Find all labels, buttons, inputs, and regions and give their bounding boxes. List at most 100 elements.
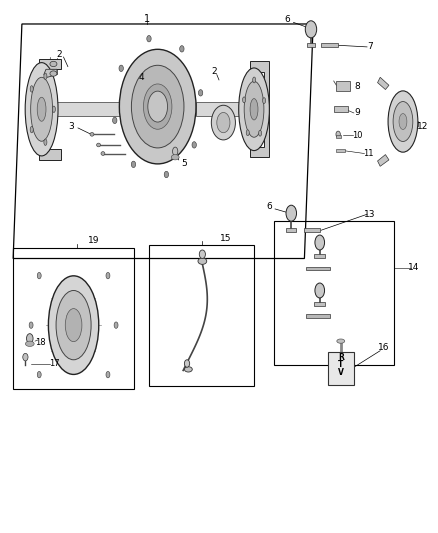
Polygon shape xyxy=(378,77,389,90)
Ellipse shape xyxy=(30,126,33,133)
Ellipse shape xyxy=(388,91,418,152)
Ellipse shape xyxy=(48,276,99,374)
Ellipse shape xyxy=(217,112,230,133)
Polygon shape xyxy=(44,69,57,77)
Ellipse shape xyxy=(44,139,47,146)
Ellipse shape xyxy=(243,97,246,103)
Ellipse shape xyxy=(53,106,56,112)
FancyBboxPatch shape xyxy=(57,102,129,116)
Ellipse shape xyxy=(184,367,192,372)
Text: 13: 13 xyxy=(364,210,376,219)
Ellipse shape xyxy=(164,171,169,177)
Ellipse shape xyxy=(90,132,94,136)
Ellipse shape xyxy=(106,272,110,279)
Ellipse shape xyxy=(25,341,34,346)
Text: 12: 12 xyxy=(417,123,428,131)
Polygon shape xyxy=(328,352,354,385)
FancyBboxPatch shape xyxy=(336,135,341,138)
Text: 19: 19 xyxy=(88,237,100,245)
FancyBboxPatch shape xyxy=(314,302,325,306)
Ellipse shape xyxy=(393,101,413,142)
FancyBboxPatch shape xyxy=(307,43,315,47)
Ellipse shape xyxy=(253,77,256,83)
Text: 3: 3 xyxy=(68,123,74,131)
Text: R: R xyxy=(338,353,344,361)
Text: 17: 17 xyxy=(49,359,60,368)
Ellipse shape xyxy=(258,130,261,136)
Ellipse shape xyxy=(37,272,41,279)
Text: 18: 18 xyxy=(35,338,46,346)
Text: 6: 6 xyxy=(284,15,290,23)
Text: 10: 10 xyxy=(352,131,362,140)
Ellipse shape xyxy=(315,283,325,298)
Polygon shape xyxy=(39,59,61,160)
Ellipse shape xyxy=(27,334,33,343)
Text: 16: 16 xyxy=(378,343,389,352)
FancyBboxPatch shape xyxy=(321,43,338,47)
Polygon shape xyxy=(250,61,269,157)
Ellipse shape xyxy=(262,98,265,103)
Ellipse shape xyxy=(171,155,179,160)
Ellipse shape xyxy=(50,61,57,67)
Bar xyxy=(149,245,254,386)
Text: T: T xyxy=(338,360,343,369)
FancyBboxPatch shape xyxy=(196,102,249,116)
Ellipse shape xyxy=(37,372,41,378)
Text: 1: 1 xyxy=(144,14,150,24)
Ellipse shape xyxy=(143,84,172,130)
Ellipse shape xyxy=(56,290,91,360)
Ellipse shape xyxy=(399,114,407,130)
Ellipse shape xyxy=(305,21,317,38)
Ellipse shape xyxy=(199,250,205,259)
Ellipse shape xyxy=(337,339,345,343)
Ellipse shape xyxy=(96,143,100,147)
FancyBboxPatch shape xyxy=(286,228,296,232)
Text: 4: 4 xyxy=(138,73,144,82)
Ellipse shape xyxy=(131,65,184,148)
Ellipse shape xyxy=(114,322,118,328)
Ellipse shape xyxy=(29,322,33,328)
Text: 2: 2 xyxy=(57,50,62,59)
Text: 2: 2 xyxy=(212,68,217,76)
Ellipse shape xyxy=(31,77,53,141)
Ellipse shape xyxy=(246,130,249,136)
Text: 9: 9 xyxy=(354,109,360,117)
Ellipse shape xyxy=(250,99,258,120)
Ellipse shape xyxy=(184,360,190,367)
Bar xyxy=(13,248,134,389)
Bar xyxy=(274,221,394,365)
Ellipse shape xyxy=(211,106,236,140)
Ellipse shape xyxy=(65,309,82,342)
Ellipse shape xyxy=(286,205,297,221)
Ellipse shape xyxy=(148,91,167,122)
Ellipse shape xyxy=(244,81,264,137)
Text: 14: 14 xyxy=(408,263,420,272)
Ellipse shape xyxy=(25,63,58,156)
Text: 5: 5 xyxy=(181,159,187,167)
FancyBboxPatch shape xyxy=(336,149,345,152)
Ellipse shape xyxy=(37,97,46,122)
Ellipse shape xyxy=(180,46,184,52)
Ellipse shape xyxy=(119,65,124,71)
Text: 7: 7 xyxy=(367,43,373,51)
Ellipse shape xyxy=(131,161,136,167)
Text: 8: 8 xyxy=(354,82,360,91)
Text: 6: 6 xyxy=(266,203,272,211)
Ellipse shape xyxy=(147,36,151,42)
FancyBboxPatch shape xyxy=(334,106,348,112)
Ellipse shape xyxy=(30,86,33,92)
Ellipse shape xyxy=(315,235,325,250)
FancyBboxPatch shape xyxy=(306,314,330,318)
Ellipse shape xyxy=(44,73,47,79)
Ellipse shape xyxy=(336,131,340,138)
Ellipse shape xyxy=(113,117,117,124)
Ellipse shape xyxy=(198,90,203,96)
Ellipse shape xyxy=(192,142,196,148)
Ellipse shape xyxy=(239,68,269,150)
FancyBboxPatch shape xyxy=(314,254,325,258)
Ellipse shape xyxy=(119,49,196,164)
Text: V: V xyxy=(338,368,344,376)
Polygon shape xyxy=(378,155,389,166)
Ellipse shape xyxy=(23,353,28,361)
Ellipse shape xyxy=(173,147,178,156)
